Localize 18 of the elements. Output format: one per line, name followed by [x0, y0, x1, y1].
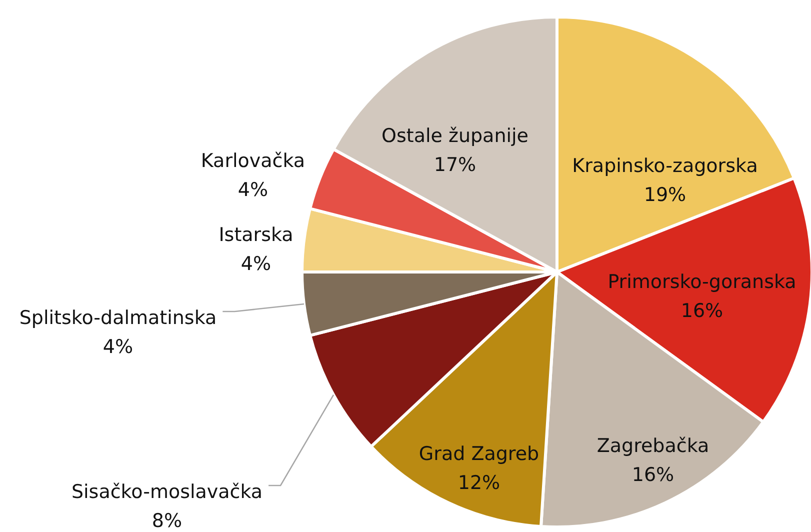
slice-label: Grad Zagreb: [418, 443, 540, 466]
data-label: 17%: [434, 154, 476, 176]
slice-label: Splitsko-dalmatinska: [19, 307, 217, 330]
slice-label: Karlovačka: [200, 150, 306, 172]
data-label: 16%: [680, 300, 724, 322]
data-label: 4%: [240, 253, 272, 276]
slice-label: Zagrebačka: [596, 435, 710, 458]
data-label: 12%: [458, 472, 500, 494]
slice-label: Istarska: [218, 224, 294, 246]
data-label: 16%: [632, 464, 674, 486]
slice-label: Krapinsko-zagorska: [572, 155, 758, 178]
slice-label: Ostale županije: [382, 125, 528, 148]
slice-label: Sisačko-moslavačka: [71, 481, 263, 504]
data-label: 4%: [238, 179, 268, 202]
data-label: 4%: [102, 336, 134, 358]
data-label: 8%: [152, 510, 182, 532]
slice-label: Primorsko-goranska: [608, 271, 796, 294]
data-label: 19%: [644, 184, 686, 206]
